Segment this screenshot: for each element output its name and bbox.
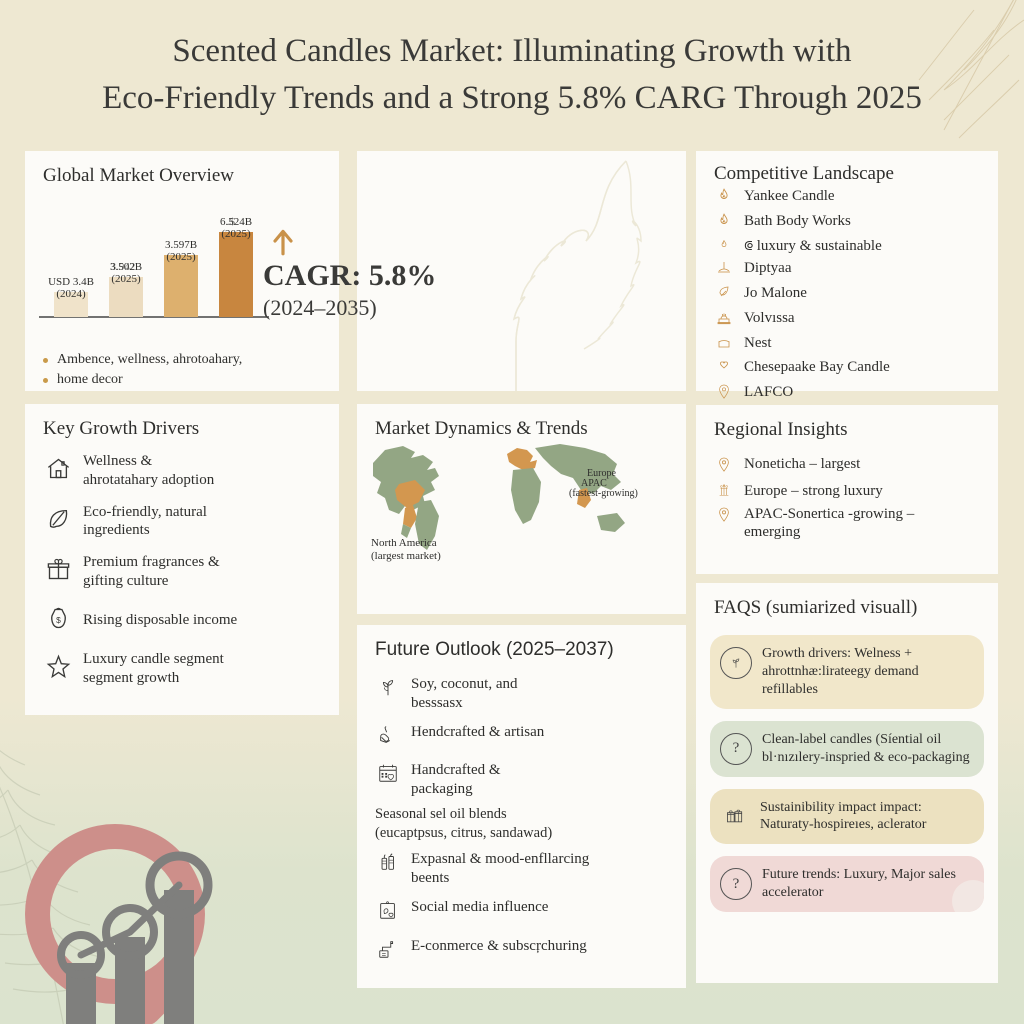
svg-text:6.524B: 6.524B [220,216,252,228]
svg-text:(2025): (2025) [221,228,251,240]
svg-text:USD 3.4B: USD 3.4B [48,276,94,288]
svg-text:(2024): (2024) [56,288,86,300]
svg-text:.$: .$ [227,216,236,228]
svg-text:$: $ [56,615,61,625]
svg-text:(2025): (2025) [166,251,196,263]
svg-text:North America: North America [371,537,437,549]
svg-text:3.942: 3.942 [111,261,136,273]
svg-text:(2025): (2025) [111,273,141,285]
svg-text:3.597B: 3.597B [165,239,197,251]
svg-text:(fastest-growing): (fastest-growing) [569,488,638,499]
svg-text:(largest market): (largest market) [371,550,441,562]
